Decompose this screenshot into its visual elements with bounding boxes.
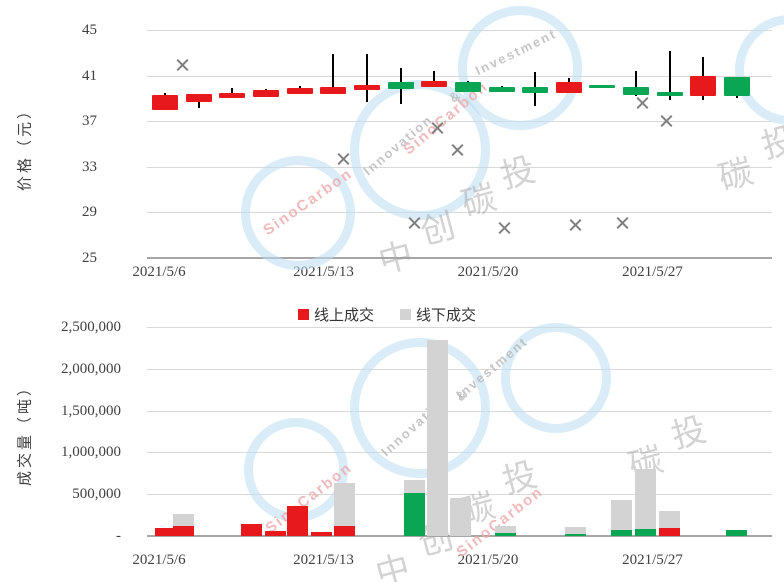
volume-x-tick-label: 2021/5/6 (132, 552, 186, 568)
volume-bar-offline (403, 479, 425, 493)
offline-series-swatch (400, 309, 412, 320)
volume-bar-offline (173, 514, 195, 526)
candle-wick (635, 71, 638, 97)
volume-bar-online (565, 534, 587, 536)
price-x-tick-label: 2021/5/6 (132, 264, 186, 280)
volume-bar-online (173, 525, 195, 536)
candle-wick (332, 53, 335, 94)
candle-body (252, 90, 279, 98)
offline-series-label: 线下成交 (416, 308, 477, 324)
candle-wick (433, 71, 436, 87)
volume-bar-offline (427, 339, 449, 536)
volume-bar-offline (495, 525, 517, 533)
volume-legend: 线上成交 线下成交 (298, 304, 476, 325)
candle-body (353, 84, 380, 91)
volume-x-tick-label: 2021/5/13 (293, 552, 354, 568)
watermark-ring (350, 338, 490, 478)
scatter-x-marker (615, 215, 630, 230)
candle-body (387, 82, 414, 90)
candle-wick (365, 53, 368, 102)
volume-gridline (147, 327, 772, 328)
watermark-ring (501, 323, 611, 433)
volume-bar-online (287, 505, 309, 536)
price-y-tick-label: 25 (82, 250, 97, 266)
price-y-tick-label: 29 (82, 204, 97, 221)
scatter-x-marker (635, 95, 650, 110)
candle-wick (668, 50, 671, 100)
volume-bar-online (495, 532, 517, 536)
price-x-tick-label: 2021/5/27 (622, 264, 683, 280)
candle-body (320, 87, 347, 94)
volume-x-tick-label: 2021/5/20 (457, 552, 519, 568)
price-y-tick-label: 37 (82, 113, 97, 130)
volume-bar-offline (333, 483, 355, 526)
candle-body (286, 88, 313, 94)
candle-body (623, 87, 650, 95)
volume-y-tick-label: 2,500,000 (61, 319, 121, 335)
volume-x-tick-label: 2021/5/27 (622, 552, 683, 568)
price-gridline (147, 212, 772, 214)
scatter-x-marker (336, 151, 351, 166)
volume-y-tick-label: 500,000 (72, 486, 121, 503)
volume-bar-online (725, 530, 747, 536)
volume-bar-offline (658, 510, 680, 528)
volume-bar-online (240, 524, 262, 536)
volume-gridline (147, 494, 772, 496)
watermark-ring (241, 156, 355, 270)
volume-bar-offline (635, 469, 657, 530)
volume-y-tick-label: - (116, 528, 121, 544)
price-gridline (147, 257, 772, 259)
volume-bar-online (403, 492, 425, 536)
candle-body (454, 82, 481, 92)
scatter-x-marker (175, 58, 190, 73)
price-y-tick-label: 45 (82, 22, 97, 38)
legend-item-offline: 线下成交 (400, 304, 476, 325)
online-series-label: 线上成交 (314, 308, 375, 324)
watermark-ring (458, 6, 582, 130)
candle-body (152, 94, 178, 110)
scatter-x-marker (497, 221, 512, 236)
candle-body (522, 87, 549, 93)
volume-bar-online (658, 527, 680, 536)
volume-gridline (147, 535, 772, 537)
volume-bar-offline (565, 526, 587, 535)
scatter-x-marker (407, 215, 422, 230)
price-y-tick-label: 33 (82, 158, 97, 175)
candle-body (555, 82, 582, 93)
volume-bar-online (310, 531, 332, 536)
volume-bar-online (154, 527, 176, 536)
price-y-tick-label: 41 (82, 67, 97, 84)
volume-bar-offline (449, 498, 471, 536)
candle-body (724, 76, 751, 97)
volume-bar-offline (611, 500, 633, 531)
scatter-x-marker (430, 121, 445, 136)
candle-body (488, 87, 515, 92)
scatter-x-marker (568, 217, 583, 232)
candle-body (589, 84, 616, 89)
price-gridline (147, 30, 772, 31)
price-x-tick-label: 2021/5/20 (457, 264, 519, 280)
volume-bar-online (333, 525, 355, 536)
volume-bar-online (264, 530, 286, 536)
candle-body (656, 91, 683, 97)
candle-body (690, 75, 717, 97)
online-series-swatch (298, 309, 309, 320)
candle-body (219, 92, 246, 99)
volume-bar-online (635, 529, 657, 536)
volume-y-tick-label: 1,500,000 (61, 402, 121, 419)
candle-body (421, 81, 448, 87)
scatter-x-marker (450, 142, 465, 157)
legend-item-online: 线上成交 (298, 304, 374, 325)
volume-bar-online (611, 530, 633, 536)
volume-y-tick-label: 2,000,000 (61, 360, 121, 377)
volume-y-tick-label: 1,000,000 (61, 444, 121, 461)
candle-body (185, 93, 212, 102)
scatter-x-marker (659, 114, 674, 129)
